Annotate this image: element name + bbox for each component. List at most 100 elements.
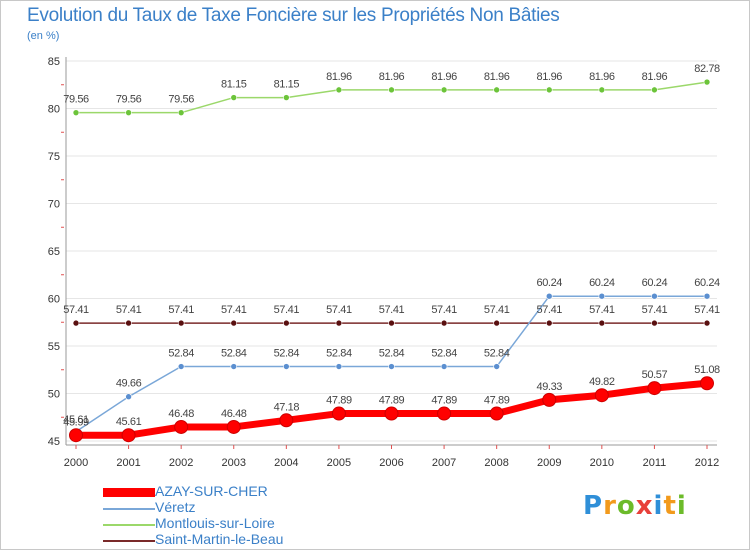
data-point — [651, 292, 658, 300]
data-label: 81.96 — [536, 71, 562, 83]
data-label: 47.89 — [326, 395, 352, 407]
data-label: 60.24 — [642, 277, 668, 289]
data-label: 81.96 — [484, 71, 510, 83]
legend-swatch-azay — [103, 488, 155, 497]
data-label: 81.96 — [642, 71, 668, 83]
data-label: 81.15 — [221, 79, 247, 91]
x-tick-label: 2010 — [590, 457, 614, 469]
data-point — [230, 319, 238, 327]
y-tick-label: 65 — [48, 246, 60, 258]
data-label: 46.48 — [221, 408, 247, 420]
y-tick-label: 85 — [48, 56, 60, 68]
logo-letter: r — [603, 491, 617, 521]
data-label: 79.56 — [63, 94, 89, 106]
data-point — [279, 413, 294, 428]
data-label: 47.18 — [274, 401, 300, 413]
data-label: 57.41 — [63, 304, 89, 316]
data-label: 52.84 — [168, 348, 194, 360]
logo-letter: P — [583, 491, 604, 521]
legend-label-saint-martin: Saint-Martin-le-Beau — [155, 531, 284, 547]
data-label: 57.41 — [379, 304, 405, 316]
logo-letter: o — [616, 491, 636, 521]
data-label: 79.56 — [168, 94, 194, 106]
data-point — [594, 388, 609, 403]
data-label: 47.89 — [379, 395, 405, 407]
data-point — [493, 363, 500, 370]
data-label: 49.82 — [589, 376, 615, 388]
y-tick-label: 60 — [48, 294, 60, 306]
data-point — [388, 319, 395, 327]
data-point — [489, 406, 504, 421]
data-label: 57.41 — [221, 304, 247, 316]
data-point — [283, 363, 290, 370]
data-label: 57.41 — [589, 304, 615, 316]
data-point — [651, 319, 658, 327]
data-point — [125, 109, 132, 116]
data-point — [651, 86, 658, 94]
data-label: 79.56 — [116, 94, 142, 106]
data-point — [125, 393, 132, 401]
x-tick-label: 2000 — [64, 457, 88, 469]
data-point — [121, 428, 136, 443]
data-label: 57.41 — [168, 304, 194, 316]
data-label: 47.89 — [431, 395, 457, 407]
x-tick-label: 2009 — [537, 457, 561, 469]
data-point — [283, 94, 290, 101]
data-label: 57.41 — [536, 304, 562, 316]
x-tick-label: 2001 — [116, 457, 140, 469]
data-label: 52.84 — [379, 348, 405, 360]
data-point — [598, 319, 606, 327]
legend-swatch-montlouis — [103, 524, 155, 526]
data-label: 45.99 — [63, 417, 89, 429]
data-label: 52.84 — [274, 348, 300, 360]
data-point — [177, 109, 185, 116]
data-point — [331, 406, 346, 421]
data-point — [72, 109, 80, 116]
data-point — [542, 392, 557, 407]
data-point — [226, 419, 241, 434]
data-point — [700, 376, 714, 391]
data-label: 81.96 — [326, 71, 352, 83]
y-tick-label: 55 — [48, 341, 60, 353]
data-point — [440, 86, 448, 94]
data-label: 52.84 — [484, 348, 510, 360]
data-point — [177, 319, 185, 327]
data-label: 52.84 — [326, 348, 352, 360]
y-tick-label: 45 — [48, 436, 60, 448]
data-label: 60.24 — [536, 277, 562, 289]
y-tick-label: 70 — [48, 199, 60, 211]
logo-letter: i — [653, 491, 664, 521]
data-point — [69, 428, 83, 443]
x-tick-label: 2007 — [432, 457, 456, 469]
data-point — [72, 319, 80, 327]
data-label: 81.96 — [431, 71, 457, 83]
data-point — [437, 406, 452, 421]
data-label: 81.15 — [274, 79, 300, 91]
data-point — [335, 86, 343, 94]
data-point — [598, 292, 606, 300]
data-point — [545, 86, 553, 94]
y-tick-label: 50 — [48, 389, 60, 401]
x-tick-label: 2002 — [169, 457, 193, 469]
data-point — [230, 94, 238, 101]
chart-title: Evolution du Taux de Taxe Foncière sur l… — [27, 5, 560, 26]
data-point — [440, 319, 448, 327]
data-label: 57.41 — [116, 304, 142, 316]
data-point — [125, 319, 132, 327]
data-point — [335, 319, 343, 327]
x-tick-label: 2004 — [274, 457, 298, 469]
logo-letter: x — [635, 491, 654, 521]
data-point — [177, 363, 185, 370]
data-label: 57.41 — [326, 304, 352, 316]
data-label: 47.89 — [484, 395, 510, 407]
x-tick-label: 2003 — [222, 457, 246, 469]
data-label: 50.57 — [642, 369, 668, 381]
data-label: 81.96 — [379, 71, 405, 83]
data-point — [493, 86, 500, 94]
data-label: 57.41 — [484, 304, 510, 316]
data-point — [493, 319, 500, 327]
data-point — [230, 363, 238, 370]
data-point — [703, 292, 711, 300]
